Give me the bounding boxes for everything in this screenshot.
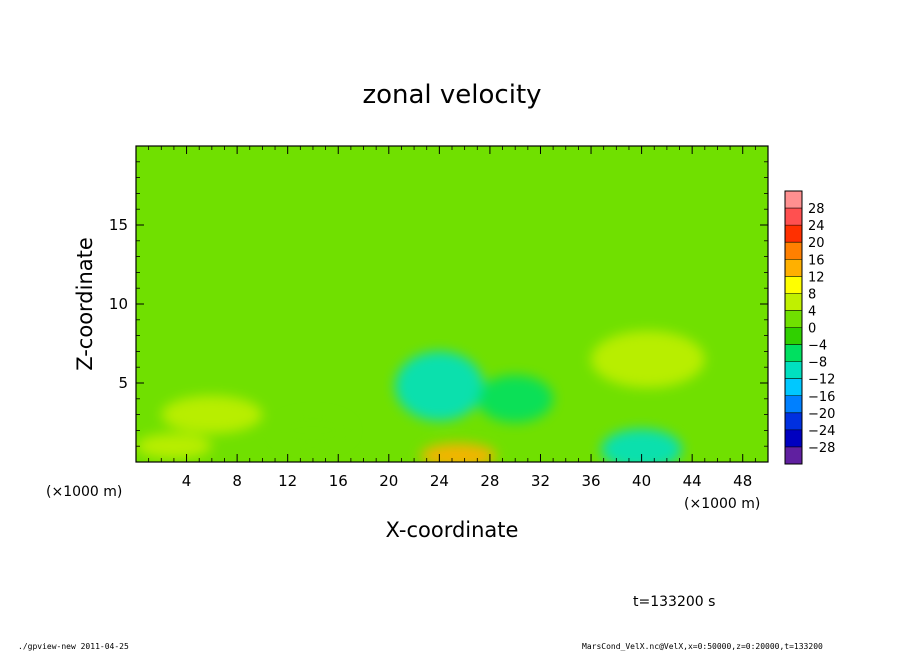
colorbar-label-14: −28 <box>808 441 835 456</box>
colorbar-label-9: −8 <box>808 356 827 371</box>
velocity-feature-4 <box>161 395 263 434</box>
colorbar-bin-9 <box>785 344 802 363</box>
colorbar-label-4: 12 <box>808 270 825 285</box>
colorbar-bin-0 <box>785 191 802 209</box>
velocity-feature-5 <box>136 433 212 459</box>
x-tick-label-4: 20 <box>379 472 398 490</box>
footer-left: ./gpview-new 2011-04-25 <box>18 642 129 651</box>
x-tick-label-3: 16 <box>329 472 348 490</box>
y-tick-label-2: 15 <box>109 216 128 234</box>
x-tick-label-1: 8 <box>232 472 242 490</box>
time-label: t=133200 s <box>633 594 716 610</box>
colorbar-label-1: 24 <box>808 219 825 234</box>
velocity-feature-0 <box>395 351 484 421</box>
x-tick-label-2: 12 <box>278 472 297 490</box>
colorbar-label-2: 20 <box>808 236 825 251</box>
colorbar: 28 24 20 16 12 8 4 0 −4 −8 −12 −16 −20 −24 −28 <box>784 190 835 465</box>
colorbar-bin-1 <box>785 208 802 226</box>
x-axis: 4 8 12 16 20 24 28 32 36 40 44 48 <box>148 146 756 490</box>
colorbar-bin-5 <box>785 276 802 294</box>
plot-field <box>136 146 768 462</box>
colorbar-bin-7 <box>785 310 802 328</box>
velocity-feature-1 <box>601 428 683 462</box>
velocity-feature-3 <box>591 330 705 388</box>
colorbar-label-6: 4 <box>808 304 816 319</box>
x-tick-label-9: 40 <box>632 472 651 490</box>
x-axis-label: X-coordinate <box>386 518 519 542</box>
x-tick-label-5: 24 <box>430 472 449 490</box>
velocity-feature-6 <box>477 375 554 423</box>
colorbar-label-12: −20 <box>808 407 835 422</box>
colorbar-bin-14 <box>785 429 802 448</box>
colorbar-bin-6 <box>785 293 802 311</box>
colorbar-label-13: −24 <box>808 424 835 439</box>
y-tick-label-1: 10 <box>109 295 128 313</box>
colorbar-label-10: −12 <box>808 373 835 388</box>
colorbar-label-8: −4 <box>808 339 827 354</box>
velocity-features <box>136 330 705 462</box>
chart-title: zonal velocity <box>362 80 541 110</box>
colorbar-label-0: 28 <box>808 202 825 217</box>
x-tick-label-10: 44 <box>683 472 702 490</box>
x-unit-label-left: (×1000 m) <box>46 484 122 500</box>
colorbar-bin-4 <box>785 259 802 277</box>
colorbar-bin-13 <box>785 412 802 431</box>
colorbar-bin-2 <box>785 225 802 243</box>
colorbar-label-7: 0 <box>808 322 816 337</box>
velocity-feature-2 <box>420 443 497 462</box>
y-tick-label-0: 5 <box>118 374 128 392</box>
colorbar-label-5: 8 <box>808 287 816 302</box>
colorbar-label-3: 16 <box>808 253 825 268</box>
y-axis: 5 10 15 <box>109 161 768 447</box>
y-axis-label: Z-coordinate <box>73 237 97 371</box>
x-tick-label-0: 4 <box>182 472 192 490</box>
footer-right: MarsCond_VelX.nc@VelX,x=0:50000,z=0:2000… <box>582 642 823 651</box>
colorbar-bin-3 <box>785 242 802 260</box>
colorbar-bin-15 <box>785 446 802 465</box>
x-tick-label-11: 48 <box>733 472 752 490</box>
x-tick-label-6: 28 <box>480 472 499 490</box>
velocity-feature-7 <box>275 414 351 447</box>
colorbar-bin-11 <box>785 378 802 397</box>
x-unit-label-right: (×1000 m) <box>684 496 760 512</box>
colorbar-bin-12 <box>785 395 802 414</box>
colorbar-bin-10 <box>785 361 802 380</box>
colorbar-bin-8 <box>785 327 802 346</box>
colorbar-label-11: −16 <box>808 390 835 405</box>
x-tick-label-8: 36 <box>581 472 600 490</box>
x-tick-label-7: 32 <box>531 472 550 490</box>
